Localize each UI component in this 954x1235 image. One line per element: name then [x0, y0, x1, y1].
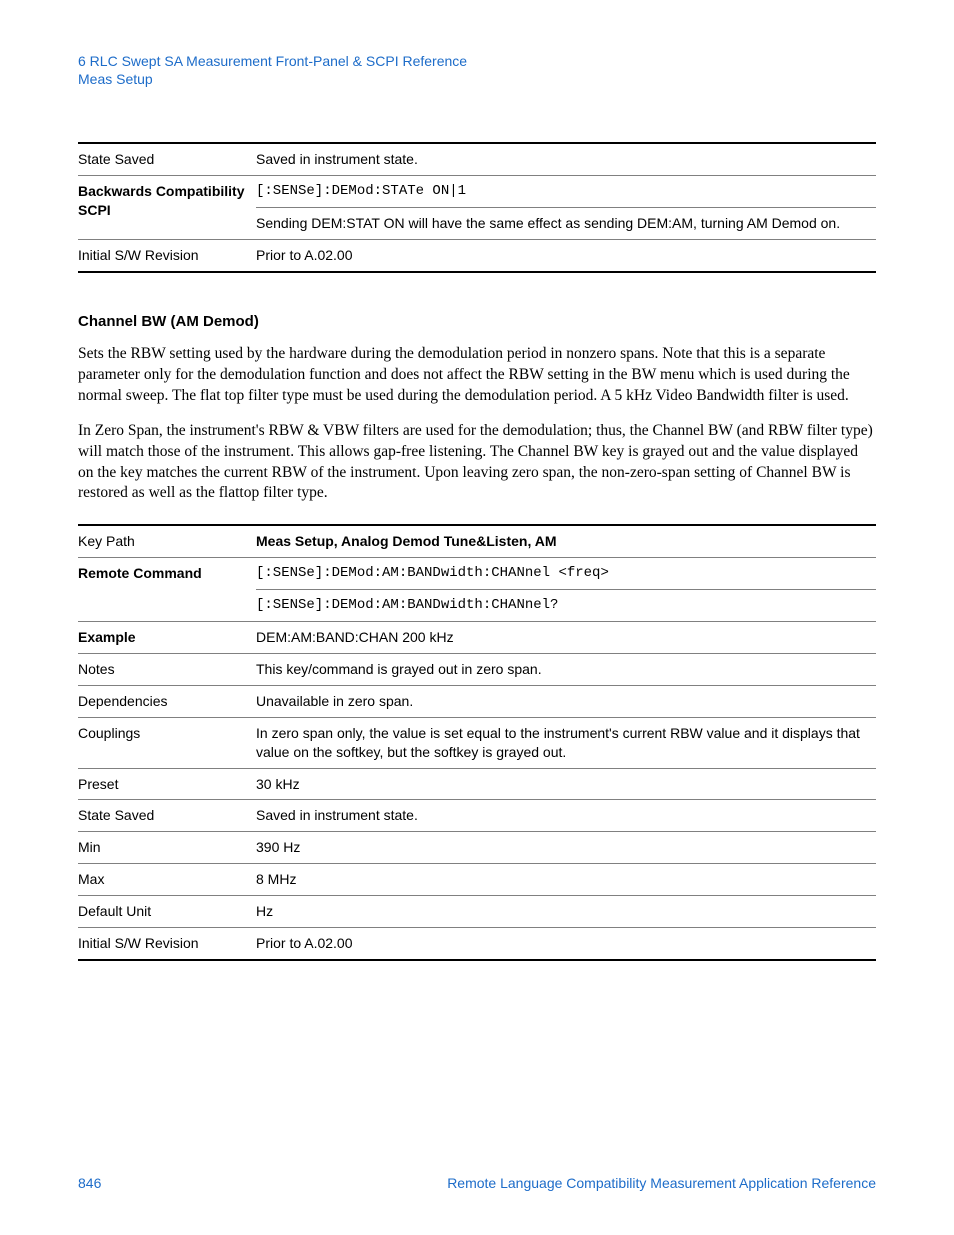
page-container: 6 RLC Swept SA Measurement Front-Panel &…: [0, 0, 954, 1235]
row-label: Initial S/W Revision: [78, 927, 256, 959]
param-table-2: Key PathMeas Setup, Analog Demod Tune&Li…: [78, 524, 876, 960]
table-row: Remote Command[:SENSe]:DEMod:AM:BANDwidt…: [78, 558, 876, 590]
row-value: Prior to A.02.00: [256, 240, 876, 272]
table-row: Backwards Compatibility SCPI[:SENSe]:DEM…: [78, 176, 876, 208]
section-para-1: Sets the RBW setting used by the hardwar…: [78, 344, 876, 407]
row-value: 390 Hz: [256, 832, 876, 864]
table-row: Initial S/W RevisionPrior to A.02.00: [78, 927, 876, 959]
table-row: State SavedSaved in instrument state.: [78, 143, 876, 175]
row-value: Saved in instrument state.: [256, 800, 876, 832]
table-row: Initial S/W RevisionPrior to A.02.00: [78, 240, 876, 272]
table-row: ExampleDEM:AM:BAND:CHAN 200 kHz: [78, 622, 876, 654]
row-value: Unavailable in zero span.: [256, 685, 876, 717]
table-row: Min390 Hz: [78, 832, 876, 864]
row-label: Default Unit: [78, 896, 256, 928]
row-value: Prior to A.02.00: [256, 927, 876, 959]
row-label: Max: [78, 864, 256, 896]
row-label: Initial S/W Revision: [78, 240, 256, 272]
row-value: Sending DEM:STAT ON will have the same e…: [256, 208, 876, 240]
header-chapter: 6 RLC Swept SA Measurement Front-Panel &…: [78, 52, 876, 70]
row-label: Key Path: [78, 525, 256, 557]
table-row: Max8 MHz: [78, 864, 876, 896]
row-label: Backwards Compatibility SCPI: [78, 176, 256, 240]
row-value: [:SENSe]:DEMod:AM:BANDwidth:CHANnel?: [256, 590, 876, 622]
param-table-1: State SavedSaved in instrument state.Bac…: [78, 142, 876, 273]
table-row: DependenciesUnavailable in zero span.: [78, 685, 876, 717]
row-value: [:SENSe]:DEMod:AM:BANDwidth:CHANnel <fre…: [256, 558, 876, 590]
header-section: Meas Setup: [78, 70, 876, 88]
row-label: Preset: [78, 768, 256, 800]
row-label: Couplings: [78, 717, 256, 768]
page-footer: 846 Remote Language Compatibility Measur…: [78, 1175, 876, 1191]
row-label: State Saved: [78, 800, 256, 832]
row-value: Saved in instrument state.: [256, 143, 876, 175]
table-row: NotesThis key/command is grayed out in z…: [78, 653, 876, 685]
table-row: State SavedSaved in instrument state.: [78, 800, 876, 832]
table-row: Preset30 kHz: [78, 768, 876, 800]
row-label: State Saved: [78, 143, 256, 175]
row-value: 30 kHz: [256, 768, 876, 800]
row-value: [:SENSe]:DEMod:STATe ON|1: [256, 176, 876, 208]
row-label: Example: [78, 622, 256, 654]
row-value: Hz: [256, 896, 876, 928]
table-row: CouplingsIn zero span only, the value is…: [78, 717, 876, 768]
table-row: Key PathMeas Setup, Analog Demod Tune&Li…: [78, 525, 876, 557]
row-label: Dependencies: [78, 685, 256, 717]
footer-title: Remote Language Compatibility Measuremen…: [447, 1175, 876, 1191]
section-title: Channel BW (AM Demod): [78, 313, 876, 330]
section-para-2: In Zero Span, the instrument's RBW & VBW…: [78, 421, 876, 505]
table-row: Default UnitHz: [78, 896, 876, 928]
row-value: In zero span only, the value is set equa…: [256, 717, 876, 768]
page-number: 846: [78, 1175, 101, 1191]
row-value: Meas Setup, Analog Demod Tune&Listen, AM: [256, 525, 876, 557]
row-label: Min: [78, 832, 256, 864]
row-label: Notes: [78, 653, 256, 685]
row-value: This key/command is grayed out in zero s…: [256, 653, 876, 685]
row-value: 8 MHz: [256, 864, 876, 896]
row-label: Remote Command: [78, 558, 256, 622]
row-value: DEM:AM:BAND:CHAN 200 kHz: [256, 622, 876, 654]
